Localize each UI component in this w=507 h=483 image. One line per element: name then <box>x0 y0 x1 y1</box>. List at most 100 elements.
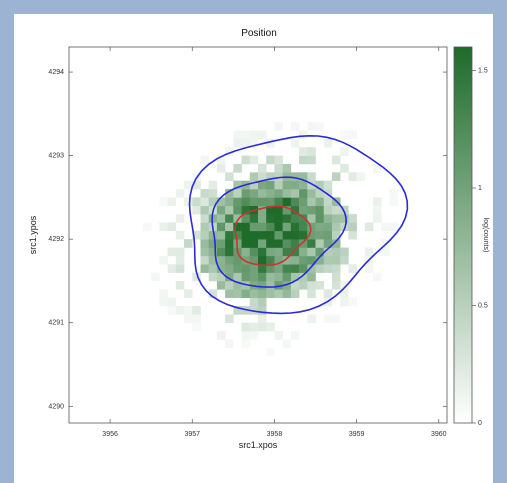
heatmap-cell <box>282 189 292 198</box>
heatmap-cell <box>274 239 283 248</box>
heatmap-cell <box>290 239 300 248</box>
heatmap-cell <box>200 189 209 198</box>
heatmap-cell <box>299 255 308 265</box>
heatmap-cell <box>274 205 283 215</box>
heatmap-cell <box>290 289 300 298</box>
heatmap-cell <box>282 163 292 173</box>
heatmap-cell <box>331 280 341 290</box>
heatmap-cell <box>167 306 177 315</box>
heatmap-cell <box>216 239 226 248</box>
heatmap-cell <box>241 230 251 240</box>
heatmap-cell <box>192 306 201 315</box>
heatmap-cell <box>299 230 308 240</box>
heatmap-cell <box>208 272 218 282</box>
heatmap-cell <box>315 280 325 290</box>
heatmap-cell <box>274 280 283 290</box>
heatmap-cell <box>216 163 226 173</box>
heatmap-cell <box>200 239 209 248</box>
heatmap-cell <box>241 197 251 207</box>
heatmap-cell <box>266 247 275 257</box>
heatmap-cell <box>200 222 209 232</box>
heatmap-cell <box>249 239 259 248</box>
heatmap-cell <box>266 222 275 232</box>
heatmap-cell <box>233 189 242 198</box>
heatmap-cell <box>192 197 201 207</box>
heatmap-cell <box>323 138 333 148</box>
heatmap-cell <box>208 264 218 273</box>
heatmap-cell <box>307 180 316 190</box>
heatmap-cell <box>340 214 349 223</box>
heatmap-cell <box>159 289 168 298</box>
heatmap-cell <box>249 247 259 257</box>
heatmap-cell <box>167 264 177 273</box>
heatmap-cell <box>323 189 333 198</box>
heatmap-cell <box>315 189 325 198</box>
heatmap-cell <box>208 255 218 265</box>
heatmap-cell <box>175 280 185 290</box>
heatmap-cell <box>307 247 316 257</box>
heatmap-cells <box>142 122 398 357</box>
heatmap-cell <box>331 247 341 257</box>
heatmap-cell <box>184 289 193 298</box>
heatmap-cell <box>175 247 185 257</box>
heatmap-cell <box>258 322 267 332</box>
heatmap-cell <box>315 122 325 131</box>
heatmap-cell <box>192 272 201 282</box>
heatmap-cell <box>258 239 267 248</box>
heatmap-cell <box>307 172 316 181</box>
y-tick-label: 4293 <box>48 153 64 160</box>
heatmap-cell <box>258 297 267 307</box>
heatmap-cell <box>315 264 325 273</box>
heatmap-cell <box>225 247 234 257</box>
heatmap-cell <box>249 306 259 315</box>
heatmap-cell <box>233 130 242 140</box>
heatmap-cell <box>258 222 267 232</box>
heatmap-cell <box>225 230 234 240</box>
heatmap-cell <box>315 222 325 232</box>
heatmap-cell <box>299 205 308 215</box>
heatmap-cell <box>208 189 218 198</box>
heatmap-cell <box>249 272 259 282</box>
heatmap-cell <box>200 264 209 273</box>
heatmap-cell <box>159 197 168 207</box>
heatmap-cell <box>233 138 242 148</box>
heatmap-cell <box>282 180 292 190</box>
heatmap-cell <box>389 197 398 207</box>
heatmap-cell <box>249 172 259 181</box>
heatmap-cell <box>233 230 242 240</box>
heatmap-cell <box>290 197 300 207</box>
heatmap-cell <box>274 155 283 165</box>
heatmap-cell <box>340 205 349 215</box>
heatmap-cell <box>290 214 300 223</box>
heatmap-cell <box>241 205 251 215</box>
colorbar-tick-label: 1.5 <box>478 68 488 75</box>
heatmap-cell <box>241 130 251 140</box>
heatmap-cell <box>184 180 193 190</box>
heatmap-cell <box>307 205 316 215</box>
heatmap-cell <box>225 272 234 282</box>
heatmap-cell <box>159 297 168 307</box>
heatmap-cell <box>249 255 259 265</box>
heatmap-cell <box>290 189 300 198</box>
heatmap-cell <box>299 155 308 165</box>
heatmap-cell <box>241 155 251 165</box>
colorbar-label: log(counts) <box>482 218 489 253</box>
heatmap-cell <box>299 180 308 190</box>
heatmap-cell <box>274 189 283 198</box>
heatmap-cell <box>331 239 341 248</box>
heatmap-cell <box>241 247 251 257</box>
heatmap-cell <box>348 130 357 140</box>
heatmap-cell <box>266 230 275 240</box>
heatmap-cell <box>249 264 259 273</box>
heatmap-cell <box>282 230 292 240</box>
heatmap-cell <box>266 180 275 190</box>
heatmap-cell <box>266 289 275 298</box>
heatmap-cell <box>356 172 366 181</box>
heatmap-cell <box>266 138 275 148</box>
y-axis-label: src1.ypos <box>28 215 38 254</box>
colorbar-tick-label: 0 <box>478 420 482 427</box>
heatmap-cell <box>274 163 283 173</box>
heatmap-cell <box>266 189 275 198</box>
heatmap-cell <box>331 155 341 165</box>
heatmap-cell <box>249 155 259 165</box>
